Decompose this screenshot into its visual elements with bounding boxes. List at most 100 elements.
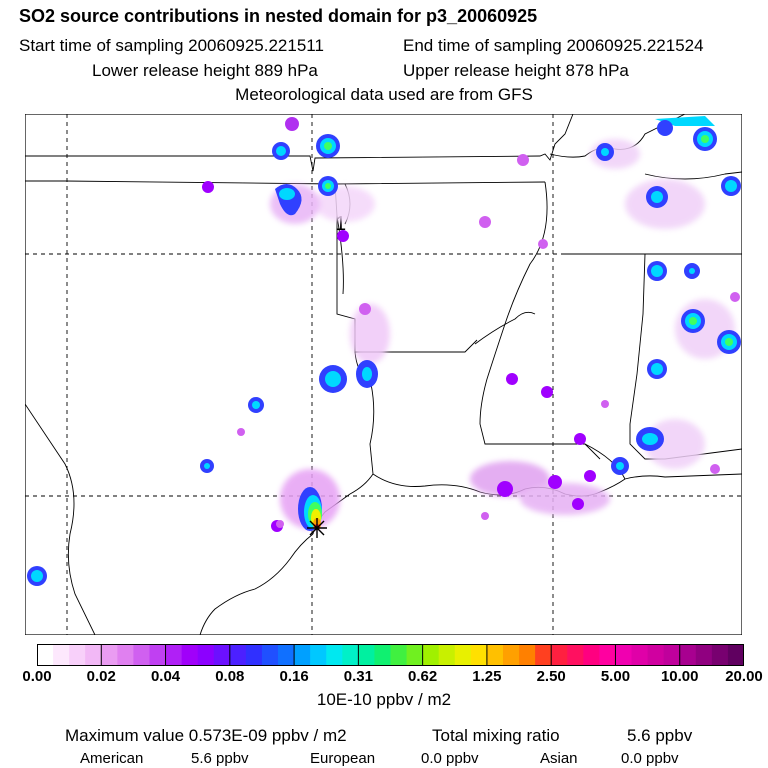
colorbar-swatch xyxy=(567,644,584,666)
cell-4c xyxy=(325,183,331,189)
colorbar-swatch xyxy=(679,644,697,666)
colorbar-swatch xyxy=(711,644,729,666)
cell-11b xyxy=(252,401,260,409)
colorbar-swatch xyxy=(438,644,456,666)
colorbar-swatch xyxy=(294,644,311,666)
colorbar-swatch xyxy=(358,644,375,666)
colorbar-swatch xyxy=(502,644,520,666)
cell-32 xyxy=(497,481,513,497)
cell-10b xyxy=(362,367,372,381)
cell-15 xyxy=(517,154,529,166)
total-mixing-label: Total mixing ratio xyxy=(432,726,560,745)
cell-19 xyxy=(657,120,673,136)
end-time-label: End time of sampling 20060925.221524 xyxy=(403,36,704,55)
cell-9b xyxy=(325,371,341,387)
colorbar-swatch xyxy=(37,644,54,666)
cell-42 xyxy=(481,512,489,520)
colorbar-swatch xyxy=(663,644,681,666)
colorbar-swatch xyxy=(181,644,199,666)
cell-5b xyxy=(279,188,295,200)
cell-36 xyxy=(359,303,371,315)
cell-28b xyxy=(616,462,624,470)
cell-21b xyxy=(725,180,737,192)
colorbar-units: 10E-10 ppbv / m2 xyxy=(316,690,452,709)
colorbar-swatch xyxy=(278,644,295,666)
colorbar-swatch xyxy=(535,644,552,666)
colorbar-swatch xyxy=(85,644,102,666)
map-title: SO2 source contributions in nested domai… xyxy=(19,6,538,26)
cell-1 xyxy=(285,117,299,131)
european-value: 0.0 ppbv xyxy=(421,750,479,767)
cell-43 xyxy=(276,520,284,528)
colorbar-tick-label: 10.00 xyxy=(660,668,699,685)
colorbar-swatch xyxy=(310,644,327,666)
colorbar-swatch xyxy=(165,644,183,666)
total-mixing-value: 5.6 ppbv xyxy=(627,726,693,745)
colorbar-swatch xyxy=(229,644,247,666)
cell-27b xyxy=(642,433,658,445)
halo-2 xyxy=(350,304,390,364)
cell-18c xyxy=(701,135,709,143)
colorbar-tick-label: 0.04 xyxy=(150,668,181,685)
colorbar-swatch xyxy=(53,644,70,666)
met-data-label: Meteorological data used are from GFS xyxy=(235,85,533,104)
latlon-grid xyxy=(25,114,742,635)
colorbar-swatch xyxy=(631,644,649,666)
cell-8 xyxy=(479,216,491,228)
plume-cells xyxy=(27,116,741,586)
cell-16b xyxy=(601,148,609,156)
european-label: European xyxy=(310,750,376,767)
cell-41 xyxy=(730,292,740,302)
colorbar-tick-label: 0.16 xyxy=(279,668,309,685)
halo-4 xyxy=(470,461,550,497)
concentration-map: 1 xyxy=(25,114,742,635)
cell-26b xyxy=(651,363,663,375)
cell-24c xyxy=(689,317,697,325)
colorbar-swatch xyxy=(551,644,568,666)
colorbar-swatch xyxy=(583,644,600,666)
colorbar-border xyxy=(37,644,744,666)
colorbar-tick-label: 5.00 xyxy=(600,668,631,685)
asian-label: Asian xyxy=(540,750,578,767)
halo-5 xyxy=(520,483,610,515)
colorbar-swatch xyxy=(519,644,536,666)
colorbar-swatch xyxy=(69,644,86,666)
colorbar-swatch xyxy=(599,644,616,666)
american-label: American xyxy=(80,750,144,767)
cell-37 xyxy=(237,428,245,436)
grid-label: 1 xyxy=(335,213,346,235)
colorbar-swatch xyxy=(615,644,633,666)
colorbar-swatch xyxy=(149,644,167,666)
lower-release-label: Lower release height 889 hPa xyxy=(92,61,318,80)
colorbar-swatch xyxy=(213,644,231,666)
colorbar-swatch xyxy=(422,644,440,666)
colorbar-swatch xyxy=(406,644,424,666)
cell-7 xyxy=(337,230,349,242)
colorbar-swatch xyxy=(133,644,150,666)
colorbar-tick-label: 0.00 xyxy=(22,668,52,685)
asian-value: 0.0 ppbv xyxy=(621,750,679,767)
colorbar-swatch xyxy=(342,644,359,666)
cell-40 xyxy=(710,464,720,474)
colorbar-swatch xyxy=(486,644,504,666)
colorbar-swatch xyxy=(261,644,279,666)
cell-34 xyxy=(584,470,596,482)
cell-33 xyxy=(548,475,562,489)
colorbar-swatch xyxy=(647,644,665,666)
colorbar-swatch xyxy=(374,644,391,666)
cell-39 xyxy=(601,400,609,408)
american-value: 5.6 ppbv xyxy=(191,750,249,767)
colorbar-swatch xyxy=(695,644,713,666)
cell-6 xyxy=(202,181,214,193)
colorbar-swatch xyxy=(454,644,472,666)
max-value-label: Maximum value 0.573E-09 ppbv / m2 xyxy=(65,726,347,745)
cell-35 xyxy=(572,498,584,510)
colorbar-swatch xyxy=(390,644,408,666)
colorbar-swatch xyxy=(117,644,134,666)
cell-31 xyxy=(506,373,518,385)
colorbar-tick-label: 2.50 xyxy=(536,668,566,685)
cell-2b xyxy=(276,146,286,156)
colorbar-tick-label: 0.62 xyxy=(408,668,438,685)
cell-25c xyxy=(725,338,733,346)
upper-release-label: Upper release height 878 hPa xyxy=(403,61,629,80)
